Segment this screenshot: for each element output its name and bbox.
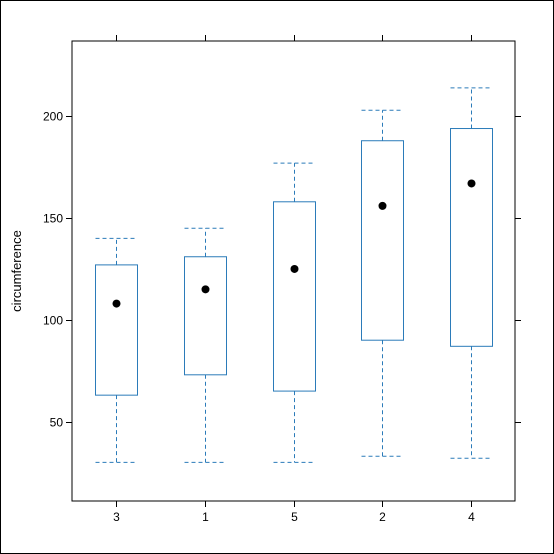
x-tick-label: 2 bbox=[379, 510, 386, 524]
box-iqr bbox=[450, 128, 493, 347]
median-dot bbox=[290, 264, 299, 273]
median-dot bbox=[201, 285, 210, 294]
y-axis-ticks: 50 100 150 200 bbox=[43, 110, 521, 430]
x-tick-label: 1 bbox=[202, 510, 209, 524]
y-tick-label: 200 bbox=[43, 110, 63, 124]
box-group-3 bbox=[95, 237, 138, 463]
median-dot bbox=[378, 201, 387, 210]
y-tick-label: 150 bbox=[43, 212, 63, 226]
box-iqr bbox=[95, 264, 138, 396]
x-tick-label: 4 bbox=[468, 510, 475, 524]
plot-border bbox=[71, 40, 516, 502]
box-iqr bbox=[361, 140, 404, 341]
median-dot bbox=[112, 299, 121, 308]
median-dot bbox=[467, 179, 476, 188]
y-tick-label: 50 bbox=[50, 416, 64, 430]
box-group-2 bbox=[361, 109, 404, 457]
box-group-5 bbox=[273, 162, 316, 463]
box-group-4 bbox=[450, 87, 493, 459]
box-iqr bbox=[184, 256, 227, 376]
plot-area bbox=[71, 40, 516, 502]
box-iqr bbox=[273, 201, 316, 392]
x-tick-label: 5 bbox=[291, 510, 298, 524]
x-tick-label: 3 bbox=[113, 510, 120, 524]
x-axis-ticks: 3 1 5 2 4 bbox=[113, 35, 475, 524]
boxes-layer bbox=[95, 87, 493, 463]
box-group-1 bbox=[184, 227, 227, 463]
y-axis-label: circumference bbox=[9, 230, 24, 312]
y-tick-label: 100 bbox=[43, 314, 63, 328]
